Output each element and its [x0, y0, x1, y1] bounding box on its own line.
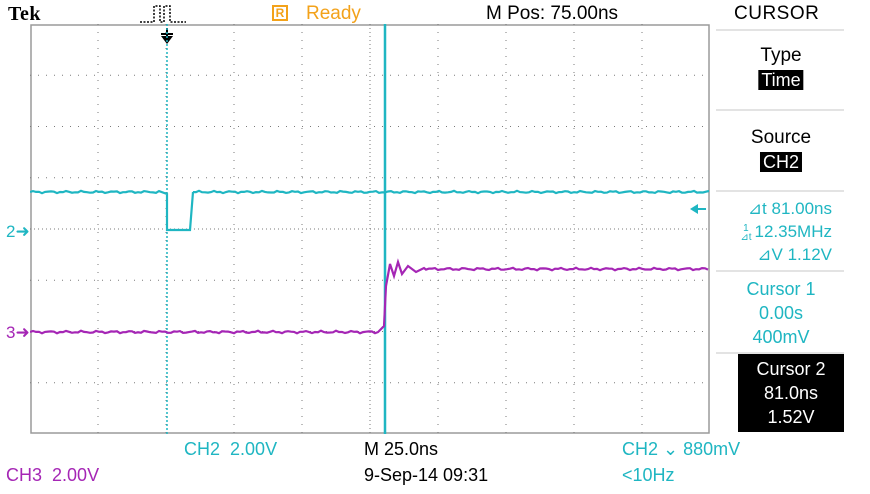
ch2-scale-readout: CH2 2.00V: [184, 440, 277, 458]
inverse-delta-t-value: 12.35MHz: [754, 222, 832, 241]
inverse-delta-t-readout: 1 ⊿t 12.35MHz: [740, 223, 832, 242]
source-label[interactable]: Source: [750, 127, 812, 148]
delta-t-readout: ⊿t 81.00ns: [747, 199, 832, 218]
acquisition-state-icon: R: [272, 5, 288, 21]
trigger-readout: CH2 ⌄ 880mV: [622, 439, 741, 459]
ch3-label: CH3: [6, 465, 43, 485]
waveform-display: [30, 24, 710, 434]
ch3-waveform: [30, 258, 709, 335]
delta-v-readout: ⊿V 1.12V: [757, 245, 832, 264]
cursor-2-label[interactable]: Cursor 2: [756, 359, 826, 379]
inverse-delta-t-icon: 1 ⊿t: [740, 222, 752, 243]
cursor-2-time: 81.0ns: [763, 383, 819, 403]
brand-logo: Tek: [8, 3, 42, 25]
ch3-scale: 2.00V: [52, 465, 100, 485]
ch2-ground-marker: 2➜: [6, 223, 30, 240]
type-label[interactable]: Type: [760, 45, 802, 66]
ch2-marker-label: 2: [6, 222, 16, 241]
menu-title: CURSOR: [734, 3, 820, 24]
trigger-pulse-icon: [140, 5, 186, 23]
ch2-waveform: [30, 189, 710, 232]
cursor-2-volts: 1.52V: [767, 407, 815, 427]
cursor-1-volts: 400mV: [752, 327, 810, 347]
ch3-arrow-icon: ➜: [15, 323, 30, 342]
trigger-level-arrow: [690, 204, 698, 214]
ch3-scale-readout: CH3 2.00V: [6, 466, 99, 484]
timebase-readout: M 25.0ns: [364, 439, 439, 459]
horizontal-position: M Pos: 75.00ns: [486, 3, 619, 24]
graticule: [30, 24, 710, 434]
trigger-frequency: <10Hz: [622, 465, 675, 485]
acquisition-status: Ready: [306, 3, 361, 24]
date-time: 9-Sep-14 09:31: [364, 465, 489, 485]
ch2-scale: 2.00V: [230, 439, 278, 459]
cursor-2-panel[interactable]: Cursor 2 81.0ns 1.52V: [738, 354, 844, 432]
ch3-marker-label: 3: [6, 323, 16, 342]
cursor-1-label[interactable]: Cursor 1: [746, 279, 816, 299]
ch2-label: CH2: [184, 439, 221, 459]
source-value[interactable]: CH2: [759, 152, 803, 172]
ch2-arrow-icon: ➜: [15, 222, 30, 241]
type-value[interactable]: Time: [758, 70, 804, 90]
cursor-side-menu: Type Time Source CH2 ⊿t 81.00ns 1 ⊿t 12.35…: [716, 24, 846, 434]
ch3-ground-marker: 3➜: [6, 324, 30, 341]
cursor-1-time: 0.00s: [758, 303, 804, 323]
